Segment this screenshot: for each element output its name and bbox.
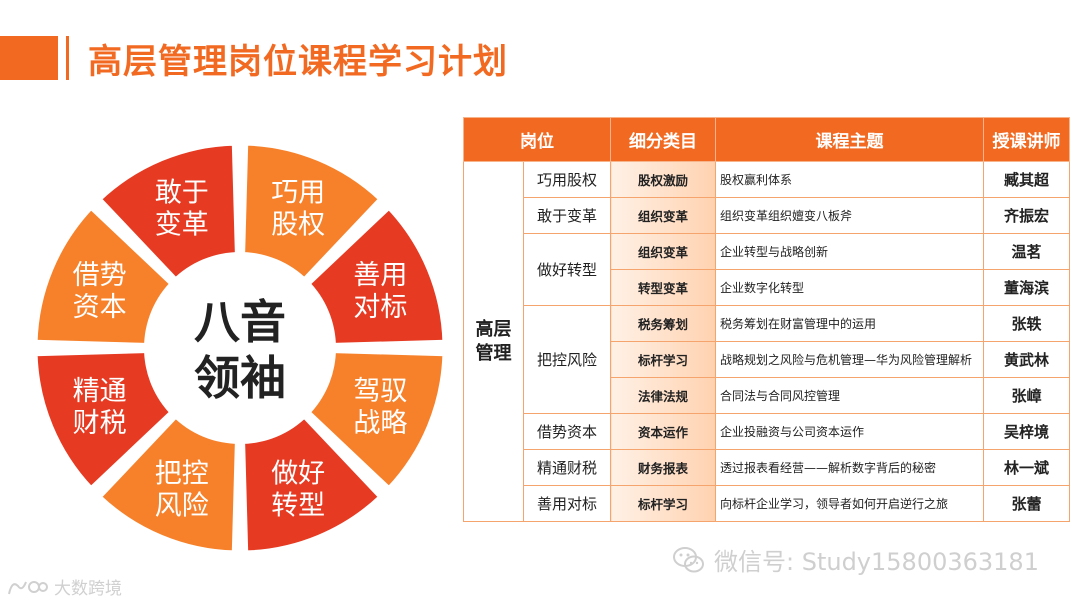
wheel-center-circle	[144, 252, 336, 444]
table-row: 敢于变革 组织变革 组织变革组织嬗变八板斧 齐振宏	[464, 197, 1070, 234]
lecturer-cell: 齐振宏	[983, 197, 1070, 234]
topic-cell: 税务筹划在财富管理中的运用	[715, 305, 984, 342]
topic-cell: 透过报表看经营——解析数字背后的秘密	[715, 449, 984, 486]
category-cell: 转型变革	[610, 269, 716, 306]
wechat-watermark: 微信号: Study15800363181	[672, 542, 1039, 577]
topic-cell: 股权赢利体系	[715, 161, 984, 198]
page-title: 高层管理岗位课程学习计划	[88, 42, 508, 82]
category-cell: 法律法规	[610, 377, 716, 414]
wheel-segment-label: 精通	[73, 376, 127, 407]
subcategory-cell: 善用对标	[523, 485, 611, 522]
wheel-segment-label: 风险	[155, 490, 209, 521]
topic-cell: 企业投融资与公司资本运作	[715, 413, 984, 450]
subcategory-cell: 精通财税	[523, 449, 611, 486]
category-cell: 标杆学习	[610, 485, 716, 522]
position-cell: 高层 管理	[463, 161, 524, 522]
header-category: 细分类目	[610, 117, 716, 162]
wheel-center-line-2: 领袖	[194, 351, 286, 405]
table-row: 善用对标 标杆学习 向标杆企业学习，领导者如何开启逆行之旅 张蕾	[464, 485, 1070, 522]
wheel-center-line-1: 八音	[194, 295, 286, 349]
subcategory-cell: 敢于变革	[523, 197, 611, 234]
lecturer-cell: 黄武林	[983, 341, 1070, 378]
category-cell: 组织变革	[610, 197, 716, 234]
category-cell: 股权激励	[610, 161, 716, 198]
table-row: 高层 管理 巧用股权 股权激励 股权赢利体系 臧其超	[463, 161, 1070, 522]
lecturer-cell: 臧其超	[983, 161, 1070, 198]
lecturer-cell: 温茗	[983, 233, 1070, 270]
header-position: 岗位	[463, 117, 611, 162]
wheel-segment-label: 财税	[73, 408, 127, 439]
category-cell: 标杆学习	[610, 341, 716, 378]
wheel-segment-label: 驾驭	[353, 376, 407, 407]
table-row: 借势资本 资本运作 企业投融资与公司资本运作 吴梓境	[464, 413, 1070, 450]
wheel-segment-label: 把控	[155, 458, 209, 489]
wheel-segment-label: 巧用	[271, 178, 325, 209]
subcategory-cell: 做好转型	[523, 233, 611, 306]
category-cell: 财务报表	[610, 449, 716, 486]
wechat-icon	[673, 546, 704, 572]
wheel-segment-label: 做好	[271, 458, 325, 489]
course-plan-table: 岗位 细分类目 课程主题 授课讲师 高层 管理 巧用股权 股权激励 股权赢利体系 臧其超敢…	[463, 117, 1070, 522]
category-cell: 组织变革	[610, 233, 716, 270]
lecturer-cell: 吴梓境	[983, 413, 1070, 450]
brand-name: 大数跨境	[54, 579, 122, 599]
topic-cell: 向标杆企业学习，领导者如何开启逆行之旅	[715, 485, 984, 522]
wheel-segment-label: 资本	[73, 292, 127, 323]
topic-cell: 战略规划之风险与危机管理—华为风险管理解析	[715, 341, 984, 378]
wheel-segment-label: 善用	[353, 260, 407, 291]
header-topic: 课程主题	[715, 117, 984, 162]
table-row: 精通财税 财务报表 透过报表看经营——解析数字背后的秘密 林一斌	[464, 449, 1070, 486]
table-row: 把控风险 税务筹划 税务筹划在财富管理中的运用 张轶	[464, 305, 1070, 414]
wheel-segment-label: 战略	[353, 408, 407, 439]
topic-cell: 企业转型与战略创新	[715, 233, 984, 270]
title-separator	[66, 36, 69, 80]
table-row: 法律法规 合同法与合同风控管理 张嶂	[464, 377, 1070, 414]
table-header-row: 岗位 细分类目 课程主题 授课讲师	[463, 117, 1070, 162]
wheel-segment-label: 对标	[353, 292, 407, 323]
subcategory-cell: 借势资本	[523, 413, 611, 450]
wheel-segment-label: 股权	[271, 210, 325, 241]
brand-logo-icon	[8, 580, 48, 594]
wechat-id-text: 微信号: Study15800363181	[714, 548, 1039, 576]
table-row: 做好转型 组织变革 企业转型与战略创新 温茗	[464, 233, 1070, 306]
brand-watermark: 大数跨境	[6, 574, 122, 599]
wheel-segment-label: 借势	[73, 260, 127, 291]
lecturer-cell: 林一斌	[983, 449, 1070, 486]
topic-cell: 组织变革组织嬗变八板斧	[715, 197, 984, 234]
header-lecturer: 授课讲师	[983, 117, 1070, 162]
topic-cell: 合同法与合同风控管理	[715, 377, 984, 414]
lecturer-cell: 张嶂	[983, 377, 1070, 414]
wheel-segment-label: 敢于	[155, 178, 209, 209]
category-cell: 资本运作	[610, 413, 716, 450]
topic-cell: 企业数字化转型	[715, 269, 984, 306]
lecturer-cell: 张轶	[983, 305, 1070, 342]
table-row: 标杆学习 战略规划之风险与危机管理—华为风险管理解析 黄武林	[464, 341, 1070, 378]
category-cell: 税务筹划	[610, 305, 716, 342]
lecturer-cell: 董海滨	[983, 269, 1070, 306]
wheel-segment-label: 转型	[271, 490, 325, 521]
wheel-segment-label: 变革	[155, 210, 209, 241]
lecturer-cell: 张蕾	[983, 485, 1070, 522]
subcategory-cell: 把控风险	[523, 305, 611, 414]
subcategory-cell: 巧用股权	[523, 161, 611, 198]
title-accent-bar	[0, 36, 58, 80]
